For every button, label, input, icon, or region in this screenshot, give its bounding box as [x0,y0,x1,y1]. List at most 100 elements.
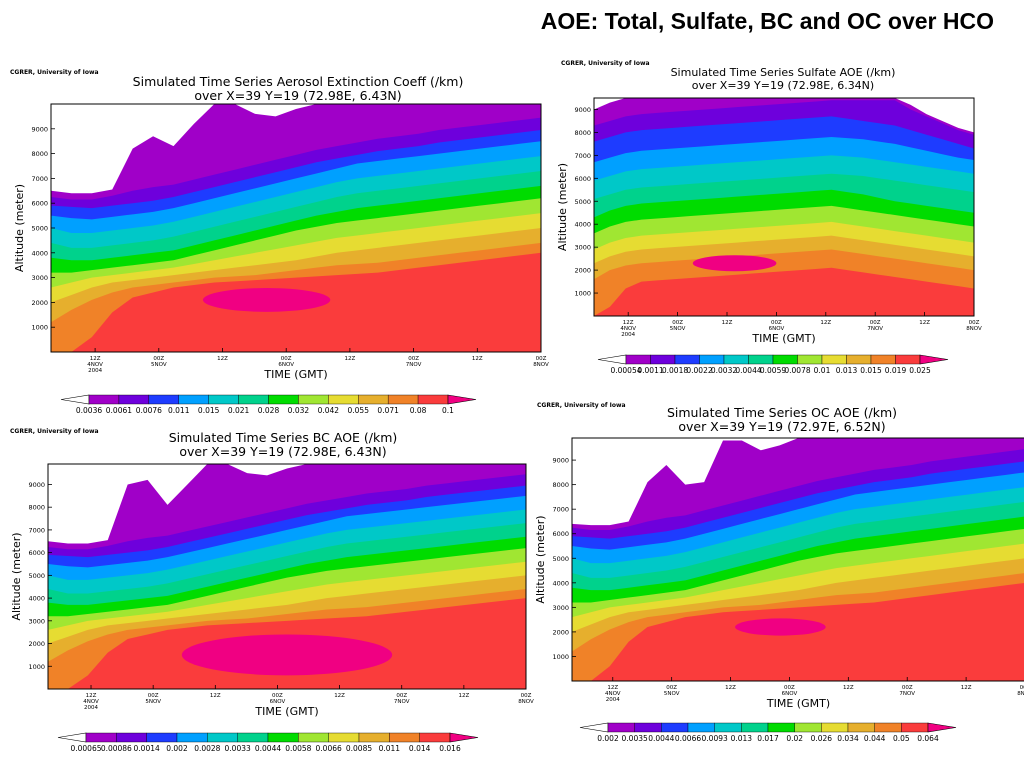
panel-total-aoe: CGRER, University of Iowa Simulated Time … [8,64,549,420]
x-tick-label: 00Z [969,320,980,326]
colorbar-swatch [846,354,872,365]
colorbar-label: 0.042 [318,406,340,415]
colorbar-label: 0.0093 [702,734,728,743]
y-tick-label: 9000 [28,481,45,489]
x-tick-label: 12Z [90,356,101,362]
x-tick-label: 12Z [472,356,483,362]
colorbar-label: 0.025 [909,366,931,375]
x-tick-label: 00Z [902,685,913,691]
chart-subtitle: over X=39 Y=19 (72.98E, 6.34N) [692,79,874,92]
colorbar-swatch [118,394,150,405]
heatmap-field [48,464,526,689]
x-tick-label: 00Z [281,356,292,362]
y-tick-label: 4000 [552,579,569,587]
x-tick-label: 4NOV [87,362,103,368]
colorbar-swatch [267,732,299,743]
colorbar-swatch [88,394,120,405]
colorbar-label: 0.015 [198,406,220,415]
colorbar-swatch [207,732,238,743]
colorbar-swatch [268,394,299,405]
colorbar-label: 0.013 [836,366,858,375]
x-tick-label: 2004 [84,705,98,711]
colorbar-label: 0.05 [893,734,910,743]
heatmap-field [51,104,541,352]
x-tick-label: 12Z [722,320,733,326]
slide-title: AOE: Total, Sulfate, BC and OC over HCO [540,8,994,34]
colorbar-swatch [687,722,715,733]
heatmap-chart: CGRER, University of Iowa Simulated Time … [10,428,534,753]
colorbar: 0.002 0.0035 0.0044 0.0066 0.0093 0.013 0.017 0… [579,722,957,743]
colorbar-swatch [794,722,822,733]
colorbar-swatch [389,732,420,743]
y-tick-label: 3000 [552,604,569,612]
colorbar-swatch [847,722,875,733]
colorbar-swatch [674,354,700,365]
chart-title: Simulated Time Series BC AOE (/km) [169,430,398,445]
colorbar-high-arrow [927,722,957,733]
colorbar-label: 0.0044 [255,744,281,753]
x-tick-label: 12Z [345,356,356,362]
colorbar-swatch [298,394,329,405]
colorbar-label: 0.0085 [346,744,372,753]
colorbar-label: 0.0028 [194,744,220,753]
colorbar-swatch [417,394,449,405]
colorbar-label: 0.0058 [285,744,311,753]
x-tick-label: 6NOV [270,699,286,705]
colorbar-swatch [298,732,329,743]
colorbar-swatch [741,722,769,733]
x-tick-label: 7NOV [394,699,410,705]
y-tick-label: 6000 [31,200,48,208]
colorbar-label: 0.011 [379,744,401,753]
panel-oc-aoe: CGRER, University of Iowa Simulated Time … [534,398,1024,754]
heatmap-field [594,98,974,316]
colorbar-label: 0.032 [288,406,310,415]
y-tick-label: 5000 [574,198,591,206]
colorbar-swatch [419,732,451,743]
chart-subtitle: over X=39 Y=19 (72.97E, 6.52N) [678,419,885,434]
x-tick-label: 00Z [784,685,795,691]
colorbar-low-arrow [57,732,87,743]
y-axis-label: Altitude (meter) [10,532,23,620]
colorbar-low-arrow [60,394,90,405]
colorbar-swatch [714,722,742,733]
colorbar-label: 0.064 [917,734,939,743]
y-axis-label: Altitude (meter) [13,184,26,272]
x-tick-label: 12Z [623,320,634,326]
plot-frame [571,437,1024,682]
colorbar-label: 0.019 [885,366,907,375]
x-tick-label: 00Z [536,356,547,362]
colorbar-label: 0.017 [757,734,779,743]
x-tick-label: 00Z [521,693,532,699]
chart-title: Simulated Time Series OC AOE (/km) [667,405,897,420]
colorbar: 0.0036 0.0061 0.0076 0.011 0.015 0.021 0.028 0.… [60,394,477,415]
x-tick-label: 8NOV [518,699,534,705]
colorbar-label: 0.055 [348,406,370,415]
x-tick-label: 00Z [272,693,283,699]
x-tick-label: 00Z [396,693,407,699]
x-tick-label: 4NOV [620,326,636,332]
y-tick-label: 1000 [31,324,48,332]
y-tick-label: 2000 [574,267,591,275]
colorbar-swatch [208,394,239,405]
panel-bc-aoe: CGRER, University of Iowa Simulated Time … [8,428,548,758]
chart-title: Simulated Time Series Sulfate AOE (/km) [671,66,896,79]
x-tick-label: 8NOV [533,362,549,368]
max-core [181,634,393,676]
credit-label: CGRER, University of Iowa [10,428,99,435]
x-tick-label: 2004 [621,332,635,338]
y-tick-label: 1000 [28,663,45,671]
colorbar-label: 0.0022 [686,366,712,375]
colorbar-high-arrow [447,394,477,405]
x-tick-label: 12Z [919,320,930,326]
plot-frame [593,97,975,317]
x-tick-label: 00Z [870,320,881,326]
colorbar-swatch [116,732,147,743]
y-tick-label: 8000 [31,150,48,158]
colorbar-label: 0.016 [439,744,461,753]
colorbar-swatch [634,722,662,733]
x-tick-label: 00Z [771,320,782,326]
x-tick-label: 4NOV [83,699,99,705]
x-tick-label: 12Z [86,693,97,699]
colorbar-low-arrow [579,722,609,733]
max-core [735,618,826,636]
